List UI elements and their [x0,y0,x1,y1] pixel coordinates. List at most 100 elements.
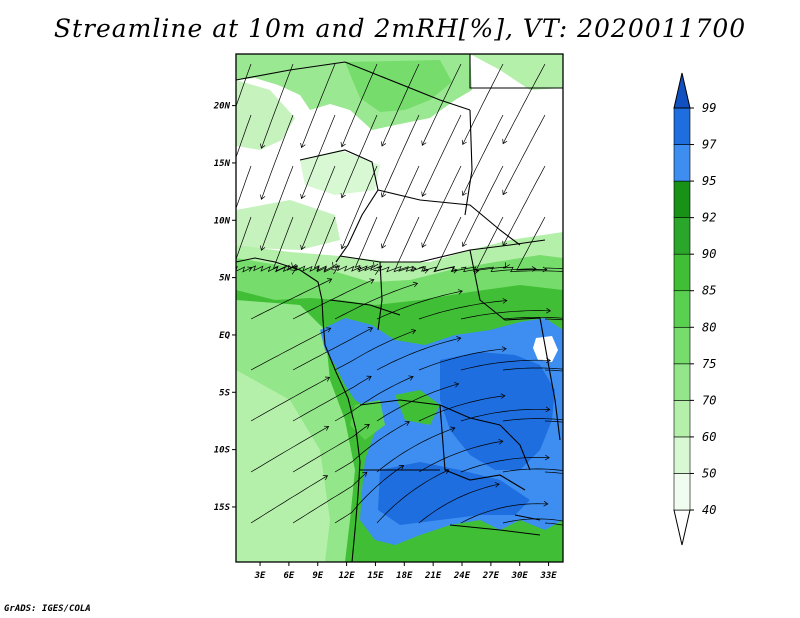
border-south-lines [359,399,541,536]
streamline-arrow [340,244,346,250]
streamline [381,114,420,198]
streamline-arrow [546,307,552,314]
streamline [381,63,420,147]
rh-high-97-south [378,462,530,525]
colorbar-label: 50 [702,466,716,480]
streamline [376,469,449,524]
streamline [261,165,294,251]
border-central-lines [329,239,561,441]
streamline [460,266,536,273]
streamline-arrow [398,465,405,470]
lat-tick-label: 20N [213,102,231,112]
colorbar-segment [673,180,691,218]
streamline-arrow [501,346,507,352]
lat-tick-label: 5N [219,274,230,284]
streamline-arrow [340,142,346,148]
colorbar-label: 80 [702,320,716,334]
streamline-arrow [289,269,296,275]
lon-tick-label: 27E [482,571,500,581]
streamline-arrow [220,246,225,251]
streamline-arrow [331,269,337,275]
streamline [502,63,546,144]
streamline-arrow [545,406,551,413]
streamline-arrow [457,289,463,295]
lon-tick-label: 24E [453,571,471,581]
streamline-arrow [369,278,375,284]
streamline-arrow [502,138,508,145]
streamline [341,165,378,249]
streamline [272,216,294,272]
streamline [421,165,462,248]
streamline-arrow [260,143,266,149]
streamline [334,282,418,320]
lat-tick-label: 10S [214,446,231,456]
rh-shading [236,54,563,562]
streamline-arrow [588,370,592,375]
lon-tick-label: 9E [312,571,323,581]
streamline [502,367,563,371]
streamline [544,420,563,423]
streamline [418,395,505,422]
streamline [250,327,331,371]
colorbar-segment [673,253,691,292]
streamline-arrow [454,382,460,388]
streamline-arrow [629,329,634,334]
streamline [334,329,416,371]
streamline-arrow [300,142,306,149]
streamline [502,418,563,422]
lon-tick-label: 12E [338,571,355,581]
streamline [516,216,547,271]
streamline [250,426,329,473]
streamline [354,216,378,272]
streamline-arrow [444,468,450,474]
streamline-arrow [411,266,417,273]
streamline-arrow [300,193,306,200]
streamline-arrow [367,327,374,333]
streamline [381,165,420,249]
streamline-arrow [500,393,506,399]
streamline [250,376,330,422]
streamline [502,165,546,246]
streamline [544,369,563,372]
rh-patch-northwest [236,80,295,150]
colorbar-segment [673,217,691,255]
streamline [462,114,504,196]
streamline [334,465,404,524]
lon-tick-label: 33E [539,571,557,581]
streamline [544,471,563,474]
lon-tick-label: 21E [424,571,442,581]
latitude-axis: 20N 15N 10N 5N EQ 5S 10S 15S [213,102,236,513]
colorbar-segment [673,400,691,438]
streamline-arrow [260,194,266,200]
streamline [292,424,370,473]
colorbar-label: 90 [702,247,716,261]
streamline [376,290,463,320]
streamline-arrow [423,268,429,274]
streamline [418,348,507,371]
colorbar-label: 75 [702,357,716,371]
colorbar-segment [673,473,691,511]
streamline-arrow [581,271,585,276]
colorbar-segment [673,144,691,182]
streamline [250,475,328,524]
rh-ocean-pale [236,370,330,562]
streamline-arrow [421,242,427,248]
streamline-arrow [421,191,427,197]
streamline [460,503,548,524]
streamline-arrow [450,426,456,432]
streamline [544,522,563,526]
streamline [301,114,336,199]
colorbar-label: 92 [702,211,716,225]
streamline [460,310,551,320]
streamline [236,165,252,210]
streamline-arrow [543,500,549,507]
streamline-arrow [364,424,370,429]
grads-credit: GrADS: IGES/COLA [4,604,91,614]
colorbar-label: 95 [702,174,716,188]
streamline-arrow [461,241,467,247]
lon-tick-label: 3E [254,571,266,581]
streamline-arrow [494,482,500,488]
streamline-arrow [380,192,387,198]
streamline [334,264,381,273]
rh-patch-northeast [470,54,563,90]
